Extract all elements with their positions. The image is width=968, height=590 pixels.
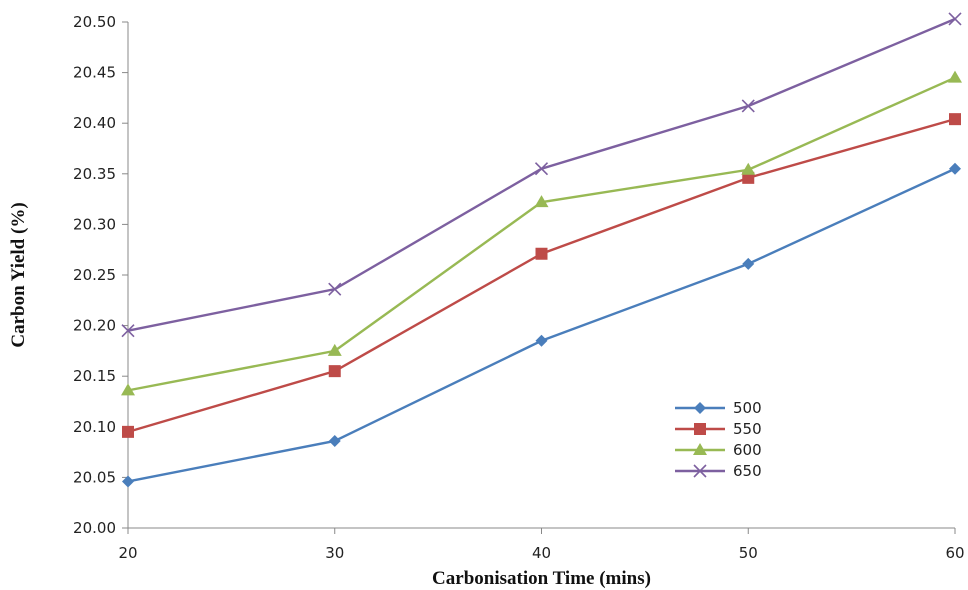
y-tick-label: 20.35: [73, 165, 116, 183]
y-tick-label: 20.45: [73, 64, 116, 82]
data-point: [949, 162, 961, 175]
data-point: [741, 99, 755, 113]
data-point: [742, 171, 755, 184]
legend-label: 650: [733, 462, 762, 480]
data-point: [122, 475, 134, 488]
x-tick-label: 50: [739, 544, 758, 562]
legend-item: 650: [675, 462, 762, 480]
y-axis-ticks: 20.00 20.05 20.10 20.15 20.20 20.25 20.30 20.35…: [73, 13, 128, 537]
data-point: [328, 434, 341, 447]
data-point: [328, 282, 342, 296]
legend-label: 600: [733, 441, 762, 459]
data-point: [742, 257, 755, 270]
y-tick-label: 20.20: [73, 317, 116, 335]
y-tick-label: 20.15: [73, 367, 116, 385]
y-tick-label: 20.50: [73, 13, 116, 31]
legend: 500 550 600 650: [675, 399, 762, 480]
series-500: [122, 162, 961, 488]
legend-marker: [694, 423, 706, 435]
y-tick-label: 20.00: [73, 519, 116, 537]
data-point: [534, 162, 549, 176]
data-point: [327, 343, 342, 356]
y-axis-title: Carbon Yield (%): [8, 202, 29, 347]
series-line: [127, 17, 956, 332]
series-600: [121, 70, 962, 396]
legend-marker: [694, 402, 706, 414]
x-axis-title: Carbonisation Time (mins): [432, 568, 651, 589]
data-point: [121, 383, 135, 396]
legend-item: 550: [675, 420, 762, 438]
data-point: [535, 247, 548, 260]
data-point: [328, 365, 341, 378]
x-tick-label: 20: [118, 544, 137, 562]
legend-item: 600: [675, 441, 762, 459]
series-line: [127, 167, 956, 483]
series-650: [121, 12, 962, 338]
data-point: [534, 195, 549, 208]
data-point: [535, 334, 548, 347]
data-point: [121, 324, 135, 338]
x-tick-label: 60: [945, 544, 964, 562]
data-point: [948, 70, 962, 83]
series-550: [122, 113, 961, 438]
data-point: [948, 12, 962, 26]
series-line: [127, 117, 956, 434]
y-tick-label: 20.25: [73, 266, 116, 284]
x-tick-label: 30: [325, 544, 344, 562]
legend-marker: [693, 464, 707, 478]
data-point: [741, 162, 756, 175]
legend-label: 500: [733, 399, 762, 417]
x-axis-ticks: 20 30 40 50 60: [118, 528, 965, 562]
legend-label: 550: [733, 420, 762, 438]
x-tick-label: 40: [532, 544, 551, 562]
y-tick-label: 20.05: [73, 468, 116, 486]
y-tick-label: 20.40: [73, 114, 116, 132]
data-point: [949, 113, 961, 126]
data-point: [122, 425, 134, 438]
axes: [127, 22, 955, 529]
series-group: [121, 12, 962, 488]
legend-marker: [693, 443, 707, 455]
y-tick-label: 20.10: [73, 418, 116, 436]
y-tick-label: 20.30: [73, 215, 116, 233]
legend-item: 500: [675, 399, 762, 417]
